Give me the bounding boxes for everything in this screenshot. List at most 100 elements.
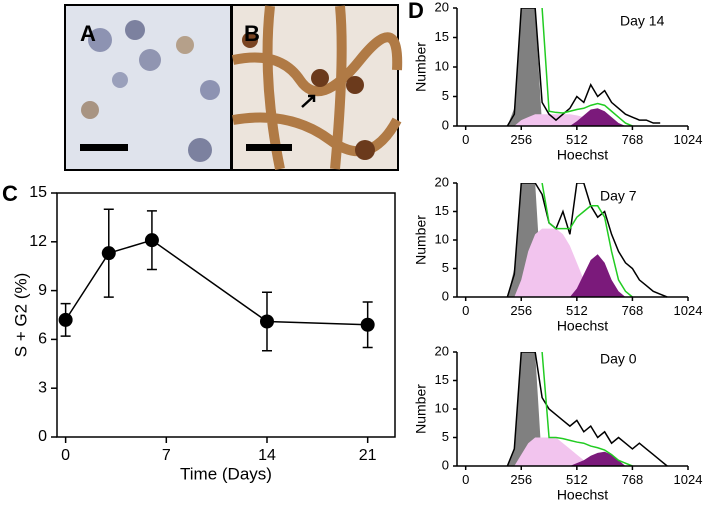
annotation: Day 14 bbox=[620, 13, 665, 29]
x-tick-label: 0 bbox=[61, 447, 70, 464]
y-tick-label: 5 bbox=[442, 429, 449, 444]
cell bbox=[176, 36, 194, 54]
y-axis-label: Number bbox=[413, 215, 429, 265]
x-tick-label: 1024 bbox=[674, 132, 703, 147]
data-area bbox=[514, 228, 598, 297]
plot-area bbox=[506, 352, 668, 467]
panel-label: C bbox=[2, 181, 18, 206]
arrow bbox=[301, 94, 316, 108]
y-tick-label: 10 bbox=[435, 58, 449, 73]
y-tick-label: 0 bbox=[442, 457, 449, 472]
data-point bbox=[360, 317, 375, 332]
y-tick-label: 15 bbox=[435, 29, 449, 44]
y-tick-label: 0 bbox=[442, 117, 449, 132]
y-tick-label: 5 bbox=[442, 88, 449, 103]
chart: 0 5 10 15 20 0 256 512 768 1024 Hoechst Number Day 1… bbox=[413, 0, 703, 163]
x-axis-label: Hoechst bbox=[557, 147, 608, 163]
cell bbox=[200, 80, 220, 100]
plot-area bbox=[58, 208, 375, 352]
data-point bbox=[144, 233, 159, 248]
data-line bbox=[506, 352, 668, 467]
x-tick-label: 256 bbox=[510, 132, 532, 147]
annotation: Day 7 bbox=[600, 188, 637, 204]
x-tick-label: 14 bbox=[258, 447, 276, 464]
x-tick-label: 256 bbox=[510, 472, 532, 487]
x-tick-label: 0 bbox=[462, 472, 469, 487]
y-tick-label: 6 bbox=[38, 331, 47, 348]
panel-label: B bbox=[244, 21, 260, 46]
x-tick-label: 768 bbox=[622, 472, 644, 487]
data-line bbox=[506, 8, 661, 127]
plot-area bbox=[506, 183, 668, 298]
y-tick-label: 15 bbox=[435, 372, 449, 387]
chart: 0 5 10 15 20 0 256 512 768 1024 Hoechst Number Day 0 bbox=[413, 343, 703, 502]
micrograph-a: A bbox=[64, 4, 232, 171]
plot-frame bbox=[56, 192, 396, 438]
data-point bbox=[58, 312, 73, 327]
data-area bbox=[569, 108, 626, 126]
y-tick-label: 3 bbox=[38, 379, 47, 396]
chart: 0 3 6 9 12 15 0 7 14 21 Time (Days) S + G2 (%) bbox=[11, 184, 396, 483]
data-point bbox=[101, 246, 116, 261]
cell bbox=[242, 32, 258, 48]
x-tick-label: 0 bbox=[462, 132, 469, 147]
x-axis-label: Hoechst bbox=[557, 487, 608, 503]
cell bbox=[88, 28, 112, 52]
x-axis-label: Time (Days) bbox=[180, 464, 272, 483]
cell bbox=[112, 72, 128, 88]
panel-label: D bbox=[408, 0, 424, 23]
x-axis-label: Hoechst bbox=[557, 318, 608, 334]
data-line bbox=[506, 183, 668, 298]
data-line bbox=[541, 183, 633, 298]
cell bbox=[125, 20, 145, 40]
y-axis-label: Number bbox=[413, 384, 429, 434]
x-tick-label: 1024 bbox=[674, 303, 703, 318]
x-tick-label: 21 bbox=[359, 447, 377, 464]
cell bbox=[346, 76, 364, 94]
y-tick-label: 15 bbox=[435, 203, 449, 218]
data-area bbox=[507, 352, 543, 466]
cell bbox=[311, 69, 329, 87]
scale-bar bbox=[246, 144, 292, 151]
y-axis-label: S + G2 (%) bbox=[11, 273, 30, 358]
y-tick-label: 10 bbox=[435, 231, 449, 246]
tissue bbox=[231, 5, 403, 170]
y-tick-label: 10 bbox=[435, 400, 449, 415]
y-tick-label: 0 bbox=[442, 288, 449, 303]
x-tick-label: 7 bbox=[162, 447, 171, 464]
cell bbox=[355, 140, 375, 160]
x-tick-label: 768 bbox=[622, 303, 644, 318]
y-tick-label: 20 bbox=[435, 174, 449, 189]
y-axis-label: Number bbox=[413, 42, 429, 92]
micrograph-b: B bbox=[231, 4, 403, 171]
annotation: Day 0 bbox=[600, 351, 637, 367]
data-line bbox=[541, 8, 633, 127]
data-area bbox=[569, 254, 626, 297]
y-tick-label: 9 bbox=[38, 282, 47, 299]
cell bbox=[188, 138, 212, 162]
y-tick-label: 20 bbox=[435, 0, 449, 14]
chart: 0 5 10 15 20 0 256 512 768 1024 Hoechst Number Day 7 bbox=[413, 174, 703, 333]
x-tick-label: 768 bbox=[622, 132, 644, 147]
x-tick-label: 512 bbox=[566, 303, 588, 318]
x-tick-label: 512 bbox=[566, 472, 588, 487]
data-line bbox=[541, 352, 633, 467]
y-tick-label: 5 bbox=[442, 260, 449, 275]
data-point bbox=[259, 314, 274, 329]
y-tick-label: 15 bbox=[29, 184, 47, 201]
x-tick-label: 512 bbox=[566, 132, 588, 147]
panel-label: A bbox=[80, 21, 96, 46]
y-tick-label: 0 bbox=[38, 428, 47, 445]
plot-area bbox=[506, 8, 661, 127]
y-tick-label: 20 bbox=[435, 343, 449, 358]
x-tick-label: 1024 bbox=[674, 472, 703, 487]
x-tick-label: 0 bbox=[462, 303, 469, 318]
y-tick-label: 12 bbox=[29, 233, 47, 250]
scale-bar bbox=[80, 144, 128, 151]
cell bbox=[81, 101, 99, 119]
data-area bbox=[514, 437, 598, 466]
cell bbox=[139, 49, 161, 71]
x-tick-label: 256 bbox=[510, 303, 532, 318]
